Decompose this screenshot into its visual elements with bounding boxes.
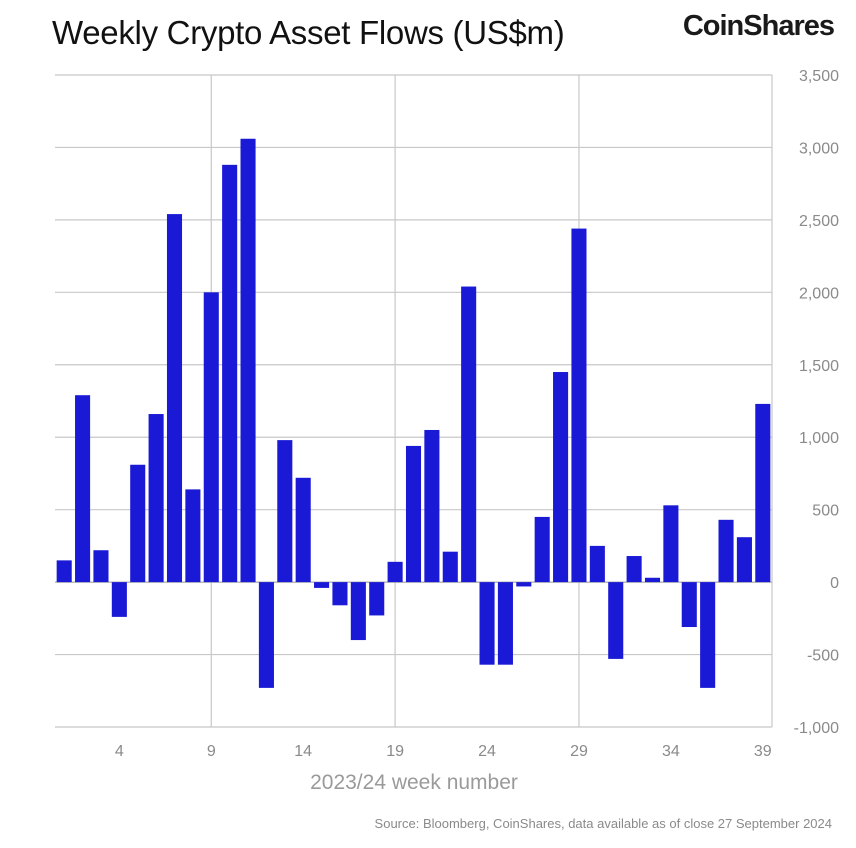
bar-week-6 (148, 414, 164, 583)
bar-week-19 (387, 561, 403, 583)
bar-week-24 (479, 582, 495, 665)
bar-week-9 (203, 292, 219, 583)
bar-week-5 (130, 464, 146, 583)
source-note: Source: Bloomberg, CoinShares, data avai… (374, 816, 832, 831)
bar-week-15 (314, 582, 330, 588)
x-tick-label: 9 (207, 743, 216, 760)
bar-week-4 (111, 582, 127, 617)
y-tick-label: 1,000 (799, 430, 839, 447)
bar-week-14 (295, 477, 311, 583)
x-tick-label: 29 (570, 743, 588, 760)
bar-week-13 (277, 440, 293, 583)
x-axis-label: 2023/24 week number (310, 771, 518, 794)
bar-week-21 (424, 429, 440, 583)
bar-week-16 (332, 582, 348, 606)
bar-week-2 (75, 395, 91, 583)
bar-week-23 (461, 286, 477, 583)
bar-week-11 (240, 138, 256, 583)
bar-week-38 (736, 537, 752, 583)
bar-week-7 (166, 214, 183, 583)
bar-week-35 (681, 582, 697, 628)
x-tick-label: 24 (478, 743, 496, 760)
x-tick-label: 39 (754, 743, 772, 760)
y-tick-labels: -1,000 -500 0 500 1,000 1,500 2,000 2,500 3,000 3… (794, 68, 839, 737)
y-tick-label: 500 (812, 503, 839, 520)
bar-week-17 (350, 582, 366, 641)
bar-week-8 (185, 489, 201, 583)
bar-week-39 (755, 403, 771, 583)
bar-week-36 (700, 582, 716, 688)
bars (56, 138, 771, 688)
x-tick-label: 34 (662, 743, 680, 760)
grid-lines (55, 74, 773, 728)
bar-week-26 (516, 582, 532, 587)
brand-logo: CoinShares (682, 10, 835, 42)
y-tick-label: 3,500 (799, 68, 839, 85)
x-tick-labels: 4 9 14 19 24 29 34 39 (115, 743, 772, 760)
bar-week-3 (93, 550, 109, 583)
x-tick-label: 4 (115, 743, 124, 760)
bar-week-28 (553, 372, 569, 583)
bar-week-37 (718, 519, 734, 583)
y-tick-label: 2,500 (799, 213, 839, 230)
x-tick-label: 19 (386, 743, 404, 760)
bar-week-20 (405, 445, 422, 583)
y-tick-label: 3,000 (799, 140, 839, 157)
bar-week-22 (442, 551, 458, 583)
bar-week-25 (497, 582, 513, 665)
bar-week-1 (56, 560, 72, 583)
bar-week-27 (534, 516, 550, 583)
bar-week-10 (222, 164, 238, 583)
y-tick-label: 2,000 (799, 285, 839, 302)
bar-week-32 (626, 556, 642, 583)
chart-title: Weekly Crypto Asset Flows (US$m) (52, 14, 565, 51)
bar-week-33 (644, 577, 661, 583)
bar-week-34 (663, 505, 679, 583)
bar-week-18 (369, 582, 385, 616)
y-tick-label: -500 (807, 648, 839, 665)
bar-week-31 (608, 582, 624, 659)
y-tick-label: 1,500 (799, 358, 839, 375)
bar-week-12 (258, 582, 274, 688)
y-tick-label: -1,000 (794, 720, 839, 737)
bar-week-30 (589, 545, 605, 583)
bar-week-29 (571, 228, 587, 583)
x-tick-label: 14 (294, 743, 312, 760)
y-tick-label: 0 (830, 575, 839, 592)
